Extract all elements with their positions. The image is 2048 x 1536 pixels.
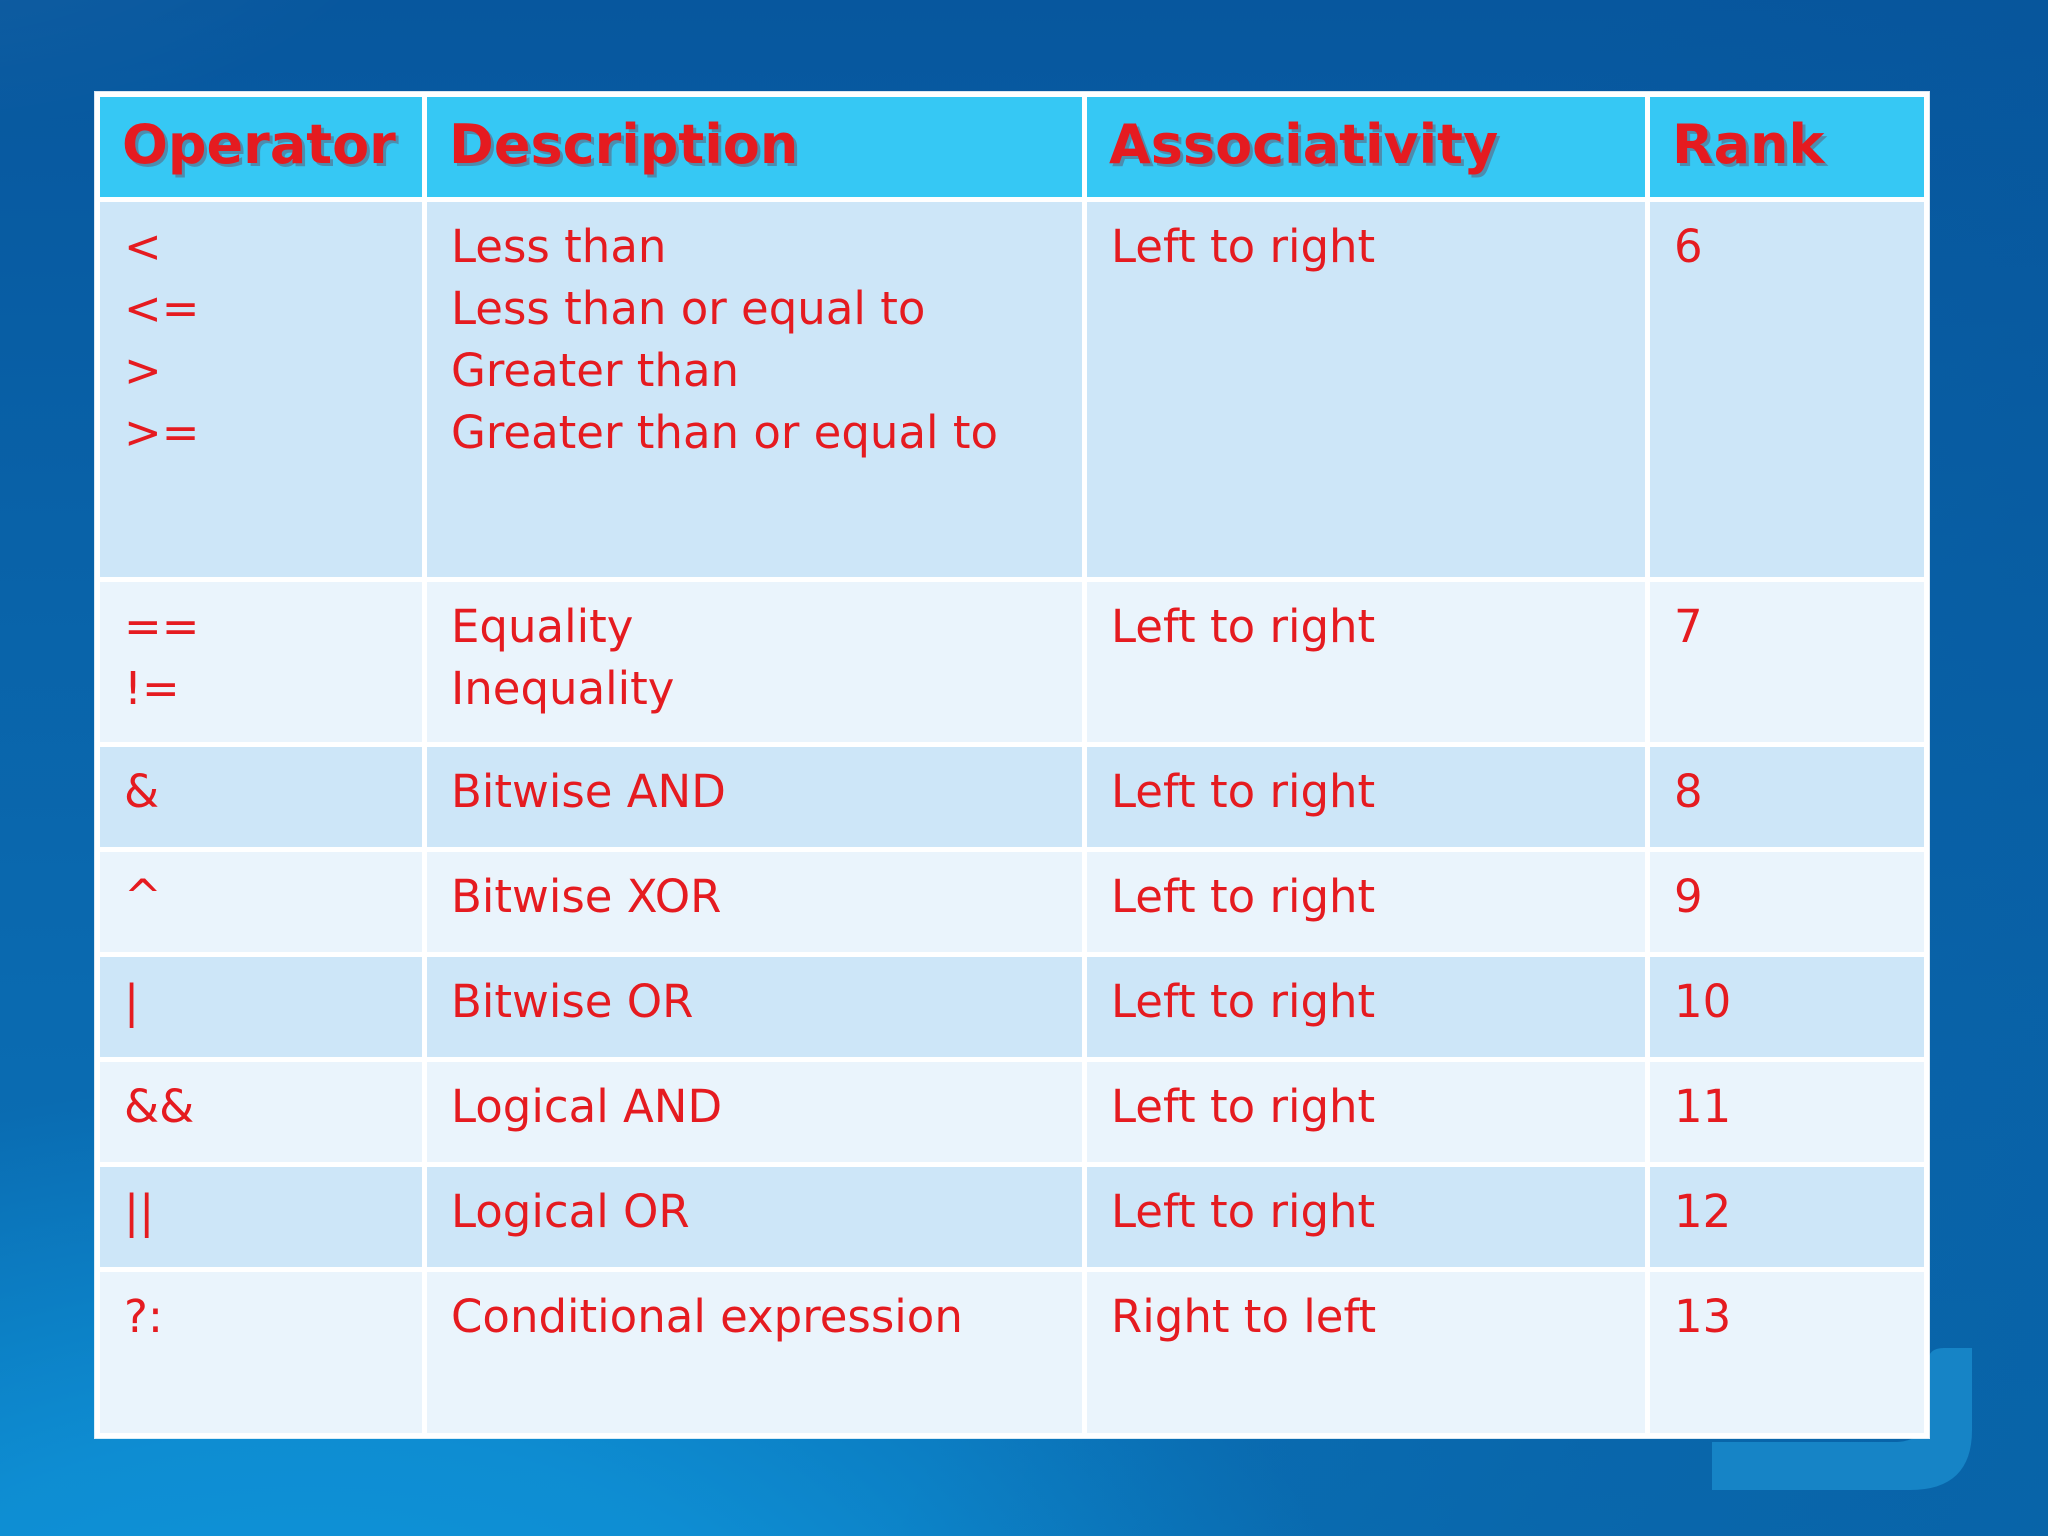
column-header-description: Description <box>427 97 1082 197</box>
column-header-operator: Operator <box>100 97 422 197</box>
table-row: ^ Bitwise XOR Left to right 9 <box>100 852 1924 952</box>
table-row: && Logical AND Left to right 11 <box>100 1062 1924 1162</box>
cell-associativity: Left to right <box>1087 1167 1645 1267</box>
column-header-rank: Rank <box>1650 97 1924 197</box>
cell-rank: 10 <box>1650 957 1924 1057</box>
cell-associativity: Left to right <box>1087 957 1645 1057</box>
table-row: ?: Conditional expression Right to left 13 <box>100 1272 1924 1433</box>
cell-description: Logical OR <box>427 1167 1082 1267</box>
column-header-associativity: Associativity <box>1087 97 1645 197</box>
table-row: | Bitwise OR Left to right 10 <box>100 957 1924 1057</box>
cell-description: Conditional expression <box>427 1272 1082 1433</box>
table-header: Operator Description Associativity Rank <box>100 97 1924 197</box>
cell-description: Equality Inequality <box>427 582 1082 742</box>
table-body: < <= > >= Less than Less than or equal to… <box>100 202 1924 1433</box>
cell-description: Bitwise XOR <box>427 852 1082 952</box>
cell-associativity: Left to right <box>1087 1062 1645 1162</box>
table-row: == != Equality Inequality Left to right 7 <box>100 582 1924 742</box>
cell-associativity: Left to right <box>1087 202 1645 577</box>
cell-operator: == != <box>100 582 422 742</box>
cell-rank: 7 <box>1650 582 1924 742</box>
cell-rank: 12 <box>1650 1167 1924 1267</box>
cell-description: Less than Less than or equal to Greater … <box>427 202 1082 577</box>
cell-operator: ^ <box>100 852 422 952</box>
cell-rank: 11 <box>1650 1062 1924 1162</box>
cell-operator: ?: <box>100 1272 422 1433</box>
cell-rank: 8 <box>1650 747 1924 847</box>
header-row: Operator Description Associativity Rank <box>100 97 1924 197</box>
cell-operator: & <box>100 747 422 847</box>
cell-rank: 6 <box>1650 202 1924 577</box>
cell-description: Bitwise OR <box>427 957 1082 1057</box>
cell-associativity: Left to right <box>1087 747 1645 847</box>
cell-operator: < <= > >= <box>100 202 422 577</box>
cell-associativity: Left to right <box>1087 582 1645 742</box>
cell-description: Bitwise AND <box>427 747 1082 847</box>
table-row: < <= > >= Less than Less than or equal to… <box>100 202 1924 577</box>
bracket-icon <box>1712 1348 1972 1490</box>
cell-operator: && <box>100 1062 422 1162</box>
cell-rank: 9 <box>1650 852 1924 952</box>
cell-associativity: Left to right <box>1087 852 1645 952</box>
table-row: & Bitwise AND Left to right 8 <box>100 747 1924 847</box>
cell-rank: 13 <box>1650 1272 1924 1433</box>
cell-operator: || <box>100 1167 422 1267</box>
cell-associativity: Right to left <box>1087 1272 1645 1433</box>
cell-operator: | <box>100 957 422 1057</box>
table-row: || Logical OR Left to right 12 <box>100 1167 1924 1267</box>
operator-precedence-table: Operator Description Associativity Rank < <… <box>95 92 1929 1438</box>
cell-description: Logical AND <box>427 1062 1082 1162</box>
